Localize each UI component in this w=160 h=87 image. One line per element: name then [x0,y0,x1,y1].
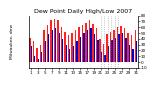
Bar [34,56,35,62]
Bar [55,28,56,62]
Bar [108,46,109,62]
Bar [85,23,87,62]
Bar [135,30,136,62]
Bar [43,30,45,62]
Bar [48,34,49,62]
Bar [111,40,113,62]
Bar [125,38,127,62]
Bar [104,55,106,62]
Bar [117,27,118,62]
Bar [136,41,137,62]
Bar [120,26,122,62]
Bar [71,33,73,62]
Bar [89,20,90,62]
Bar [66,45,67,62]
Bar [124,28,125,62]
Bar [92,24,94,62]
Bar [110,32,111,62]
Bar [45,41,46,62]
Bar [54,19,55,62]
Bar [75,30,76,62]
Bar [82,25,83,62]
Text: Milwaukee, dew: Milwaukee, dew [11,24,15,59]
Bar [59,33,60,62]
Bar [57,20,59,62]
Bar [131,35,132,62]
Bar [97,40,99,62]
Bar [50,20,52,62]
Bar [36,48,38,62]
Bar [87,30,88,62]
Bar [78,27,80,62]
Bar [94,34,95,62]
Bar [62,39,64,62]
Bar [61,27,62,62]
Bar [52,30,53,62]
Bar [106,34,108,62]
Bar [101,52,102,62]
Bar [73,46,74,62]
Bar [41,52,42,62]
Title: Dew Point Daily High/Low 2007: Dew Point Daily High/Low 2007 [34,9,132,14]
Bar [132,49,134,62]
Bar [122,33,123,62]
Bar [47,25,48,62]
Bar [31,46,32,62]
Bar [64,32,66,62]
Bar [90,28,92,62]
Bar [38,59,39,62]
Bar [76,41,77,62]
Bar [68,35,69,62]
Bar [129,45,130,62]
Bar [128,33,129,62]
Bar [33,41,34,62]
Bar [29,38,31,62]
Bar [80,37,81,62]
Bar [118,34,120,62]
Bar [83,33,84,62]
Bar [103,44,104,62]
Bar [115,38,116,62]
Bar [96,28,97,62]
Bar [69,49,71,62]
Bar [40,45,41,62]
Bar [99,39,101,62]
Bar [113,30,115,62]
